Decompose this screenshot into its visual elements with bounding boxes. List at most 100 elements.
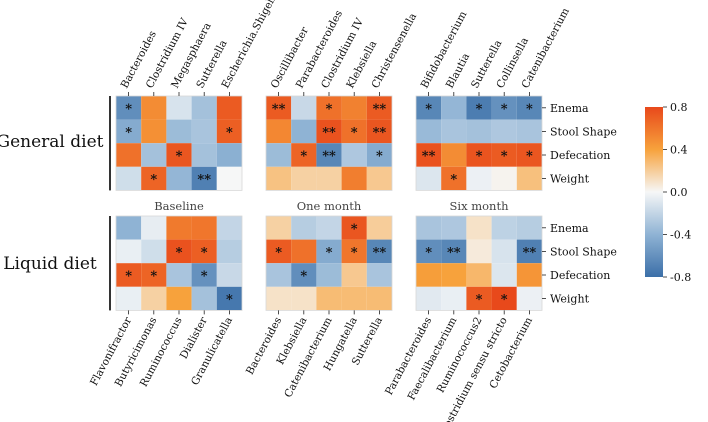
heatmap-cell — [216, 239, 242, 264]
significance-mark: ** — [422, 149, 436, 164]
heatmap-cell — [316, 239, 342, 264]
timepoint-label: Six month — [450, 199, 510, 213]
heatmap-cell — [441, 286, 467, 311]
row-label: Weight — [550, 293, 590, 306]
heatmap-cell — [216, 286, 242, 311]
heatmap-cell — [116, 166, 142, 191]
heatmap-cell — [266, 239, 292, 264]
heatmap-cell — [266, 143, 292, 167]
heatmap-cell — [191, 263, 217, 287]
heatmap-cell — [116, 96, 142, 120]
heatmap-cell — [316, 143, 342, 167]
heatmap-cell — [366, 263, 392, 287]
column-label: Bacteroides — [244, 315, 284, 377]
heatmap-cell — [141, 263, 167, 287]
heatmap-cell — [266, 216, 292, 240]
heatmap-cell — [516, 143, 542, 167]
heatmap-cell — [316, 216, 342, 240]
heatmap-cell — [116, 263, 142, 287]
timepoint-label: One month — [297, 199, 362, 213]
heatmap-cell — [366, 239, 392, 264]
heatmap-cell — [266, 96, 292, 120]
row-label: Stool Shape — [550, 245, 617, 258]
heatmap-cell — [516, 96, 542, 120]
heatmap-cell — [166, 119, 192, 144]
significance-mark: ** — [373, 102, 387, 117]
significance-mark: * — [476, 102, 483, 117]
heatmap-cell — [341, 286, 367, 311]
heatmap-cell — [416, 143, 442, 167]
heatmap-cell — [216, 263, 242, 287]
significance-mark: * — [425, 102, 432, 117]
heatmap-cell — [366, 286, 392, 311]
row-label: Enema — [550, 222, 589, 235]
heatmap-cell — [441, 166, 467, 191]
heatmap-cell — [291, 286, 317, 311]
heatmap-cell — [466, 166, 492, 191]
heatmap-cell — [191, 286, 217, 311]
heatmap-cell — [316, 286, 342, 311]
heatmap-cell — [116, 216, 142, 240]
heatmap-cell — [366, 166, 392, 191]
colorbar-tick-label: 0.0 — [670, 186, 688, 199]
significance-mark: * — [150, 269, 157, 284]
heatmap-cell — [466, 263, 492, 287]
group-label: Liquid diet — [3, 254, 97, 274]
heatmap-cell — [291, 166, 317, 191]
significance-mark: * — [351, 245, 358, 260]
heatmap-cell — [516, 166, 542, 191]
heatmap-cell — [291, 239, 317, 264]
heatmap-cell — [166, 96, 192, 120]
significance-mark: * — [526, 149, 533, 164]
heatmap-cell — [191, 119, 217, 144]
heatmap-cell — [366, 96, 392, 120]
significance-mark: * — [226, 125, 233, 140]
heatmap-cell — [216, 119, 242, 144]
row-label: Stool Shape — [550, 125, 617, 138]
significance-mark: ** — [373, 245, 387, 260]
significance-mark: * — [326, 245, 333, 260]
heatmap-cell — [416, 166, 442, 191]
heatmap-cell — [141, 239, 167, 264]
heatmap-cell — [416, 216, 442, 240]
heatmap-cell — [516, 216, 542, 240]
heatmap-cell — [166, 216, 192, 240]
heatmap-cell — [166, 166, 192, 191]
heatmap-cell — [141, 166, 167, 191]
heatmap-cell — [341, 216, 367, 240]
heatmap-cell — [466, 143, 492, 167]
heatmap-cell — [466, 216, 492, 240]
heatmap-cell — [116, 119, 142, 144]
row-label: Defecation — [550, 149, 610, 162]
heatmap-cell — [141, 286, 167, 311]
heatmap-cell — [341, 96, 367, 120]
significance-mark: * — [476, 149, 483, 164]
heatmap-cell — [266, 286, 292, 311]
significance-mark: * — [201, 245, 208, 260]
heatmap-cell — [441, 263, 467, 287]
heatmap-cell — [441, 239, 467, 264]
heatmap-cell — [516, 286, 542, 311]
significance-mark: * — [125, 269, 132, 284]
heatmap-cell — [491, 166, 517, 191]
heatmap-cell — [491, 263, 517, 287]
heatmap-cell — [491, 216, 517, 240]
significance-mark: * — [450, 173, 457, 188]
column-label: Catenibacterium — [519, 6, 572, 90]
colorbar-tick-label: -0.4 — [670, 229, 691, 242]
heatmap-cell — [441, 96, 467, 120]
heatmap-cell — [291, 119, 317, 144]
heatmap-cell — [441, 143, 467, 167]
heatmap-cell — [266, 166, 292, 191]
heatmap-cell — [166, 286, 192, 311]
heatmap-cell — [341, 119, 367, 144]
significance-mark: * — [125, 125, 132, 140]
significance-mark: * — [501, 293, 508, 308]
significance-mark: * — [125, 102, 132, 117]
heatmap-cell — [416, 96, 442, 120]
heatmap-cell — [516, 119, 542, 144]
significance-mark: * — [425, 245, 432, 260]
heatmap-cell — [216, 166, 242, 191]
significance-mark: ** — [373, 125, 387, 140]
row-label: Enema — [550, 102, 589, 115]
